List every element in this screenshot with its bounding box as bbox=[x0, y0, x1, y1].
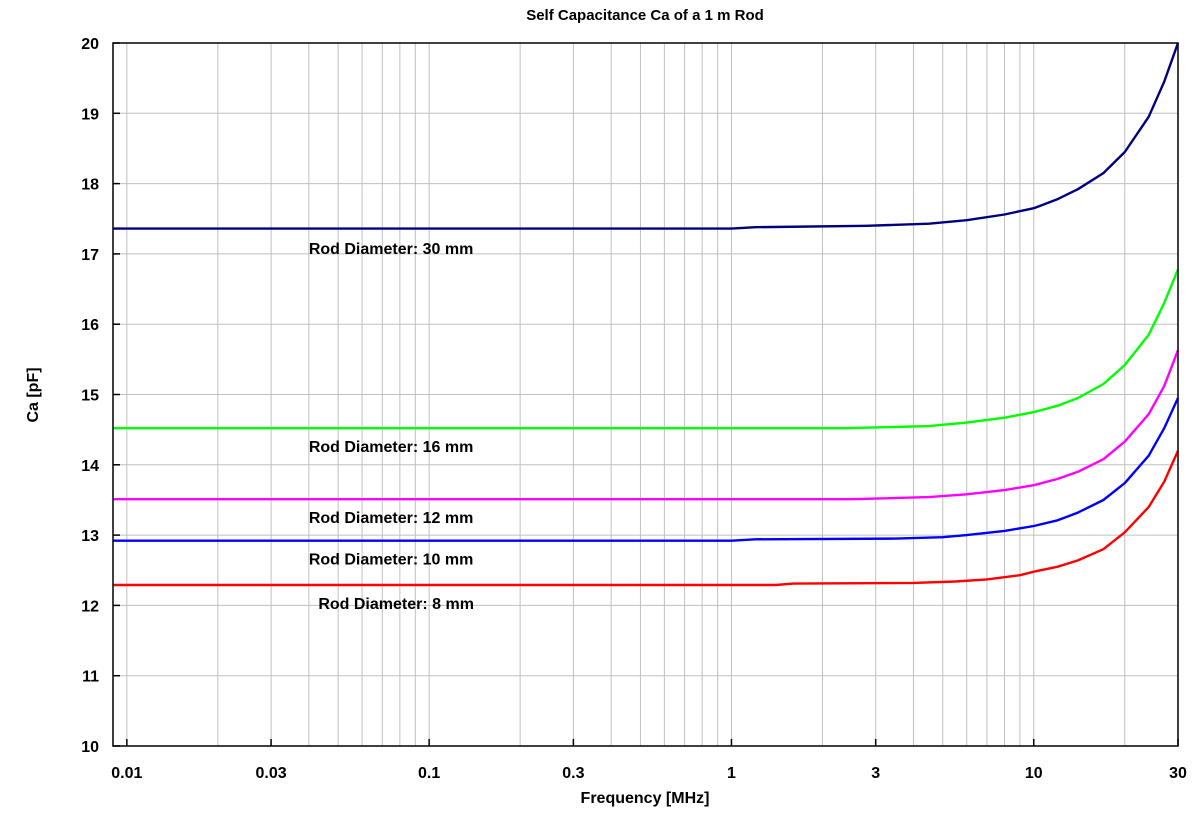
x-tick-label: 0.01 bbox=[111, 765, 142, 782]
x-tick-label: 0.1 bbox=[418, 765, 440, 782]
x-tick-label: 0.3 bbox=[562, 765, 584, 782]
series-annotation: Rod Diameter: 10 mm bbox=[309, 552, 474, 569]
y-tick-label: 12 bbox=[81, 598, 99, 615]
y-tick-label: 15 bbox=[81, 388, 99, 405]
annotations: Rod Diameter: 30 mm Rod Diameter: 16 mm Ro… bbox=[309, 241, 474, 613]
y-tick-label: 10 bbox=[81, 739, 99, 756]
grid bbox=[112, 42, 1179, 747]
y-tick-label: 17 bbox=[81, 247, 99, 264]
series-annotation: Rod Diameter: 8 mm bbox=[318, 596, 474, 613]
x-tick-label: 1 bbox=[727, 765, 736, 782]
series-line-d8 bbox=[113, 450, 1180, 587]
y-tick-label: 14 bbox=[81, 458, 99, 475]
x-tick-label: 0.03 bbox=[256, 765, 287, 782]
y-tick-label: 19 bbox=[81, 106, 99, 123]
x-axis-title: Frequency [MHz] bbox=[581, 790, 710, 807]
y-axis-title: Ca [pF] bbox=[25, 367, 42, 422]
series-annotation: Rod Diameter: 16 mm bbox=[309, 439, 474, 456]
series-line-d16 bbox=[113, 268, 1180, 430]
series-line-d30 bbox=[113, 42, 1180, 230]
y-tick-label: 20 bbox=[81, 36, 99, 53]
axis-ticks: 0.01 0.03 0.1 0.3 1 3 10 3010111213141516171819… bbox=[81, 36, 1187, 782]
series-annotation: Rod Diameter: 30 mm bbox=[309, 241, 474, 258]
x-tick-label: 10 bbox=[1025, 765, 1043, 782]
y-tick-label: 16 bbox=[81, 317, 99, 334]
y-tick-label: 13 bbox=[81, 528, 99, 545]
x-tick-label: 3 bbox=[871, 765, 880, 782]
chart-title: Self Capacitance Ca of a 1 m Rod bbox=[526, 7, 764, 24]
x-tick-label: 30 bbox=[1169, 765, 1187, 782]
y-tick-label: 18 bbox=[81, 177, 99, 194]
series-annotation: Rod Diameter: 12 mm bbox=[309, 510, 474, 527]
series-group bbox=[113, 42, 1180, 587]
y-tick-label: 11 bbox=[82, 669, 99, 686]
series-line-d12 bbox=[113, 349, 1180, 501]
series-line-d10 bbox=[113, 397, 1180, 542]
